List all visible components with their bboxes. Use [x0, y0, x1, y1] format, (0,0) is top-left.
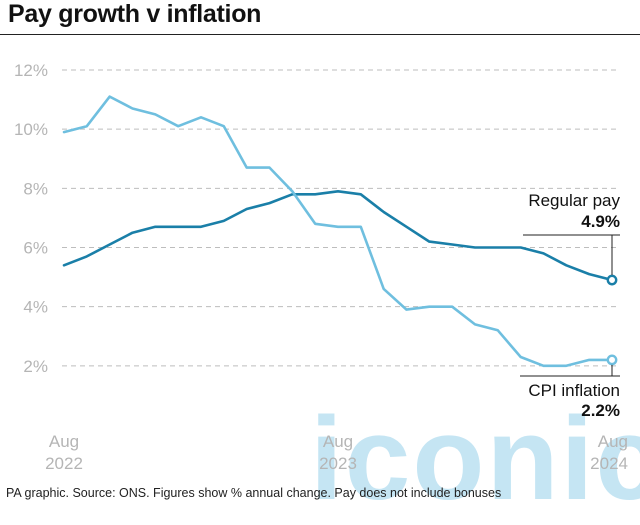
title-divider: [0, 34, 640, 35]
series-lines: [62, 95, 618, 368]
gridlines: [62, 69, 620, 367]
series-end-marker: [606, 354, 618, 366]
series-line-0: [62, 190, 614, 282]
y-axis-ticks: 2% 4% 6% 8% 10% 12%: [14, 61, 48, 376]
y-tick-label: 4%: [23, 298, 48, 317]
x-tick-label: 2022: [45, 454, 83, 473]
watermark-logo: iconic: [310, 393, 640, 525]
y-tick-label: 12%: [14, 61, 48, 80]
data-label: 4.9%: [581, 212, 620, 231]
x-tick-label: 2024: [590, 454, 628, 473]
data-label: 2.2%: [581, 401, 620, 420]
x-tick-label: 2023: [319, 454, 357, 473]
x-tick-label: Aug: [323, 432, 353, 451]
source-note: PA graphic. Source: ONS. Figures show % …: [6, 486, 502, 500]
series-line-1: [62, 95, 614, 368]
y-tick-label: 2%: [23, 357, 48, 376]
y-tick-label: 6%: [23, 239, 48, 258]
x-axis-ticks: Aug 2022 Aug 2023 Aug 2024: [45, 432, 628, 473]
series-label: CPI inflation: [528, 381, 620, 400]
x-tick-label: Aug: [49, 432, 79, 451]
x-tick-label: Aug: [598, 432, 628, 451]
series-end-marker: [606, 274, 618, 286]
y-tick-label: 10%: [14, 120, 48, 139]
y-tick-label: 8%: [23, 179, 48, 198]
line-chart: 2% 4% 6% 8% 10% 12% Aug 2022 Aug 2023 Aug 2024 Reg…: [14, 61, 628, 473]
series-label: Regular pay: [528, 191, 620, 210]
page-title: Pay growth v inflation: [8, 0, 262, 28]
